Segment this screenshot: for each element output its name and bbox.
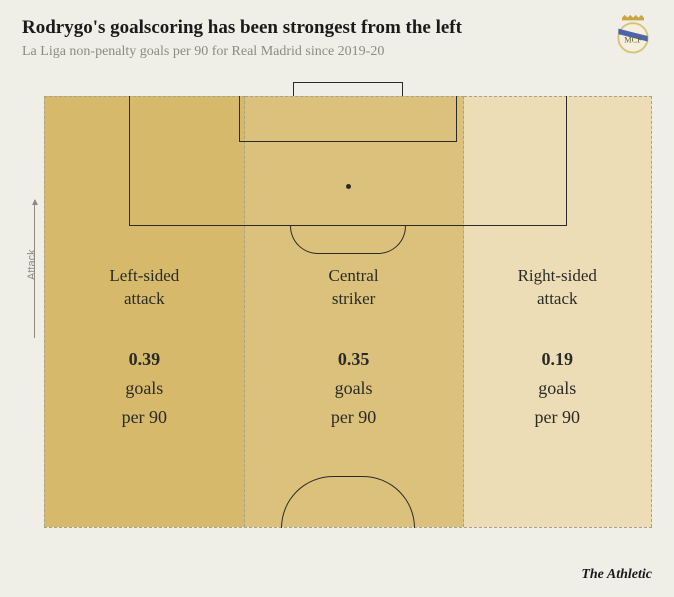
header: Rodrygo's goalscoring has been strongest…	[0, 0, 674, 60]
page-title: Rodrygo's goalscoring has been strongest…	[22, 16, 652, 40]
zone-label-line1: Left-sided	[109, 266, 179, 285]
zone-left: Left-sided attack 0.39 goals per 90	[44, 96, 245, 527]
zone-value-number: 0.35	[338, 349, 370, 369]
zone-label: Central striker	[245, 265, 463, 311]
zone-value: 0.39 goals per 90	[45, 345, 244, 431]
zone-value-number: 0.19	[541, 349, 573, 369]
zone-value: 0.35 goals per 90	[245, 345, 463, 431]
zone-label-line2: attack	[537, 289, 578, 308]
zone-label: Left-sided attack	[45, 265, 244, 311]
zone-unit-line2: per 90	[331, 407, 376, 427]
source-credit: The Athletic	[581, 567, 652, 583]
zone-unit-line2: per 90	[122, 407, 167, 427]
zone-value-number: 0.39	[129, 349, 161, 369]
zone-label: Right-sided attack	[464, 265, 651, 311]
zone-unit-line1: goals	[538, 378, 576, 398]
page-subtitle: La Liga non-penalty goals per 90 for Rea…	[22, 44, 652, 60]
zone-unit-line1: goals	[335, 378, 373, 398]
zone-unit-line2: per 90	[534, 407, 579, 427]
attack-axis-label: Attack	[26, 249, 38, 280]
pitch-diagram: Left-sided attack 0.39 goals per 90 Central st…	[44, 96, 652, 528]
team-crest-icon: MCF	[614, 14, 652, 52]
zone-label-line2: attack	[124, 289, 165, 308]
zone-right: Right-sided attack 0.19 goals per 90	[464, 96, 652, 527]
zone-center: Central striker 0.35 goals per 90	[245, 96, 464, 527]
zone-value: 0.19 goals per 90	[464, 345, 651, 431]
svg-text:MCF: MCF	[624, 35, 642, 44]
zone-unit-line1: goals	[125, 378, 163, 398]
zone-label-line1: Right-sided	[518, 266, 597, 285]
goal-frame	[293, 82, 402, 96]
zone-label-line2: striker	[332, 289, 375, 308]
zone-label-line1: Central	[329, 266, 379, 285]
